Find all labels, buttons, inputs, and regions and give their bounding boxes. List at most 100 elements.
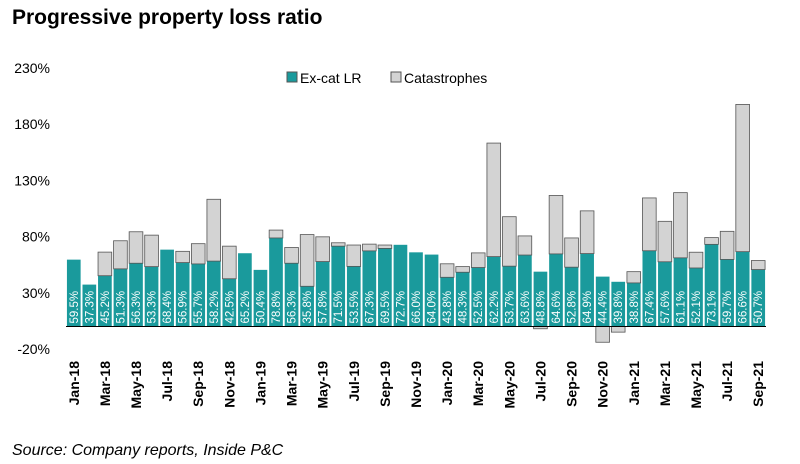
bar-ex-cat-Jun-18 xyxy=(144,266,159,327)
bar-ex-cat-May-20 xyxy=(502,266,517,327)
x-tick-label: Mar-21 xyxy=(657,361,673,406)
x-tick-label: Jul-21 xyxy=(719,361,735,402)
x-tick-label: Nov-18 xyxy=(221,361,237,408)
bar-catastrophes-Sep-20 xyxy=(564,237,579,268)
data-label-ex-cat: 58.2% xyxy=(209,291,221,324)
bar-ex-cat-Sep-18 xyxy=(191,263,206,327)
bar-catastrophes-Jun-21 xyxy=(704,237,719,245)
data-label-ex-cat: 64.6% xyxy=(551,291,563,324)
data-label-ex-cat: 71.5% xyxy=(333,291,345,324)
bar-catastrophes-Jan-21 xyxy=(626,271,642,284)
data-label-ex-cat: 56.9% xyxy=(178,291,190,324)
bar-ex-cat-Aug-19 xyxy=(362,250,377,327)
data-label-ex-cat: 78.8% xyxy=(271,291,283,324)
bar-ex-cat-May-21 xyxy=(689,267,703,327)
bar-catastrophes-Oct-20 xyxy=(579,210,595,254)
data-label-ex-cat: 56.3% xyxy=(287,291,299,324)
bar-catastrophes-Aug-18 xyxy=(175,250,190,263)
data-label-ex-cat: 42.5% xyxy=(224,291,236,324)
data-label-ex-cat: 63.6% xyxy=(520,291,532,324)
data-label-ex-cat: 65.2% xyxy=(240,291,252,324)
bar-ex-cat-Aug-21 xyxy=(735,251,750,327)
bar-catastrophes-Jan-20 xyxy=(439,263,455,278)
data-label-ex-cat: 64.9% xyxy=(582,291,594,324)
bar-catastrophes-May-21 xyxy=(688,251,704,269)
x-tick-label: May-21 xyxy=(688,361,704,409)
bar-ex-cat-Apr-19 xyxy=(300,286,314,327)
x-tick-label: Mar-18 xyxy=(97,361,113,406)
bar-catastrophes-Jun-19 xyxy=(330,242,346,247)
bar-catastrophes-Aug-21 xyxy=(735,104,750,253)
data-label-ex-cat: 53.7% xyxy=(504,291,516,324)
bar-catastrophes-Jun-18 xyxy=(144,234,159,268)
data-label-ex-cat: 43.8% xyxy=(442,291,454,324)
x-tick-label: Jul-19 xyxy=(346,361,362,402)
data-label-ex-cat: 59.7% xyxy=(722,291,734,324)
bar-ex-cat-Apr-21 xyxy=(673,257,688,327)
x-tick-label: May-20 xyxy=(501,361,517,409)
data-label-ex-cat: 52.5% xyxy=(473,291,485,324)
x-tick-label: Jan-21 xyxy=(626,361,642,406)
data-label-ex-cat: 50.4% xyxy=(255,291,267,324)
legend: Ex-cat LR Catastrophes xyxy=(286,70,487,86)
y-tick-label: 180% xyxy=(14,116,50,132)
bar-catastrophes-Apr-20 xyxy=(486,142,502,258)
bar-catastrophes-Feb-19 xyxy=(268,229,284,239)
data-label-ex-cat: 68.4% xyxy=(162,291,174,324)
bar-ex-cat-Jul-19 xyxy=(346,266,361,327)
bar-catastrophes-Mar-18 xyxy=(97,251,113,277)
x-axis: Jan-18 Mar-18 May-18 Jul-18 Sep-18 Nov-18 Jan-… xyxy=(66,361,766,409)
data-label-ex-cat: 51.3% xyxy=(115,291,127,324)
y-tick-label: -20% xyxy=(17,341,50,357)
bar-catastrophes-Mar-20 xyxy=(470,252,486,268)
bar-ex-cat-Dec-20 xyxy=(611,281,626,327)
data-label-ex-cat: 61.1% xyxy=(675,291,687,324)
bar-catastrophes-Mar-21 xyxy=(657,220,673,263)
y-tick-label: 130% xyxy=(14,172,50,188)
bar-catastrophes-Aug-20 xyxy=(548,195,564,255)
bar-catastrophes-Oct-18 xyxy=(206,198,222,262)
bar-catastrophes-Apr-18 xyxy=(113,240,128,270)
data-label-ex-cat: 66.0% xyxy=(411,291,423,324)
bar-ex-cat-Mar-19 xyxy=(284,263,299,327)
source-note: Source: Company reports, Inside P&C xyxy=(12,442,284,459)
bar-ex-cat-May-18 xyxy=(129,263,143,327)
bar-ex-cat-Nov-18 xyxy=(222,278,237,327)
bar-ex-cat-May-19 xyxy=(315,261,330,327)
bar-ex-cat-Sep-21 xyxy=(751,269,766,327)
data-label-ex-cat: 53.5% xyxy=(349,291,361,324)
bar-ex-cat-Nov-20 xyxy=(595,276,610,327)
legend-swatch-ex-cat xyxy=(286,71,298,83)
data-label-ex-cat: 67.4% xyxy=(644,291,656,324)
x-tick-label: Sep-19 xyxy=(377,361,393,407)
data-label-ex-cat: 53.3% xyxy=(147,291,159,324)
bar-ex-cat-Mar-20 xyxy=(471,267,486,327)
bar-ex-cat-Oct-20 xyxy=(580,253,594,327)
bar-catastrophes-May-19 xyxy=(315,236,330,262)
data-label-ex-cat: 72.7% xyxy=(395,291,407,324)
bar-ex-cat-Mar-21 xyxy=(658,261,672,327)
x-tick-label: May-18 xyxy=(128,361,144,409)
x-tick-label: Sep-18 xyxy=(190,361,206,407)
bar-catastrophes-Nov-20 xyxy=(595,326,610,343)
bar-ex-cat-Feb-20 xyxy=(455,272,470,327)
data-label-ex-cat: 52.1% xyxy=(691,291,703,324)
bar-catastrophes-Sep-18 xyxy=(190,243,206,265)
bar-ex-cat-Jun-19 xyxy=(331,246,346,327)
data-label-ex-cat: 57.6% xyxy=(660,291,672,324)
bar-catastrophes-May-18 xyxy=(128,231,144,264)
data-label-ex-cat: 48.8% xyxy=(535,291,547,324)
bar-catastrophes-Feb-20 xyxy=(455,266,470,273)
bar-ex-cat-Sep-19 xyxy=(378,248,392,327)
bar-ex-cat-Sep-20 xyxy=(564,267,579,327)
x-tick-label: Jul-20 xyxy=(532,361,548,402)
bar-catastrophes-Apr-21 xyxy=(673,192,688,259)
x-tick-label: Jan-18 xyxy=(66,361,82,406)
bar-ex-cat-Jan-19 xyxy=(253,269,268,327)
bar-catastrophes-Nov-18 xyxy=(222,245,237,280)
bar-catastrophes-Sep-19 xyxy=(377,244,393,249)
bar-catastrophes-Mar-19 xyxy=(284,247,299,264)
bar-ex-cat-Jul-21 xyxy=(720,259,734,327)
bar-ex-cat-Nov-19 xyxy=(409,252,423,327)
